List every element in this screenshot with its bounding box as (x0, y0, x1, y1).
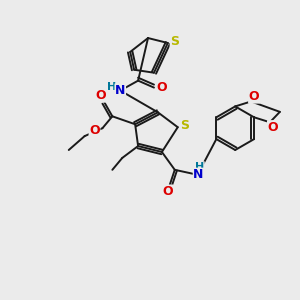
Text: H: H (195, 162, 204, 172)
Text: N: N (115, 84, 125, 97)
Text: S: S (170, 34, 179, 47)
Text: O: O (268, 121, 278, 134)
Text: O: O (89, 124, 100, 137)
Text: O: O (157, 81, 167, 94)
Text: H: H (107, 82, 116, 92)
Text: O: O (163, 185, 173, 198)
Text: O: O (249, 90, 259, 103)
Text: N: N (194, 168, 204, 181)
Text: S: S (180, 119, 189, 132)
Text: O: O (95, 89, 106, 102)
